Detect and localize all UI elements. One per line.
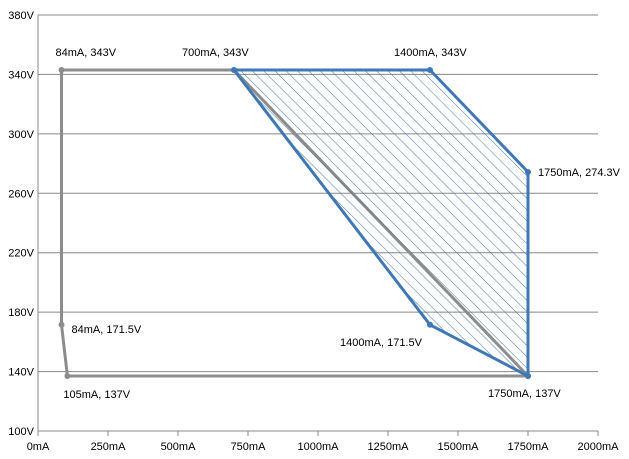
y-tick-label: 260V xyxy=(8,188,34,200)
series-line-hatched-area xyxy=(232,68,530,378)
x-tick-label: 500mA xyxy=(161,441,197,453)
y-tick-label: 220V xyxy=(8,248,34,260)
x-tick-label: 1750mA xyxy=(508,441,550,453)
x-tick-label: 0mA xyxy=(27,441,50,453)
series xyxy=(58,66,531,380)
x-tick-label: 1250mA xyxy=(368,441,410,453)
data-point xyxy=(525,169,531,176)
data-label: 1750mA, 274.3V xyxy=(538,167,621,179)
y-tick-label: 140V xyxy=(8,367,34,379)
axes: 100V 140V 180V 220V 260V 300V 340V 380V 0mA 250mA… xyxy=(8,10,619,453)
x-tick-label: 1000mA xyxy=(298,441,340,453)
data-label: 1400mA, 343V xyxy=(394,47,467,59)
y-tick-label: 180V xyxy=(8,307,34,319)
data-label: 1400mA, 171.5V xyxy=(340,337,423,349)
data-label: 700mA, 343V xyxy=(182,47,249,59)
data-point xyxy=(427,321,433,328)
series-line-outline xyxy=(60,68,530,378)
y-tick-label: 100V xyxy=(8,426,34,438)
data-point xyxy=(58,66,65,73)
data-label: 84mA, 171.5V xyxy=(72,324,142,336)
data-labels: 84mA, 343V 700mA, 343V 1400mA, 343V 1750mA,… xyxy=(56,47,621,401)
x-tick-label: 250mA xyxy=(91,441,127,453)
data-label: 105mA, 137V xyxy=(63,389,130,401)
data-point xyxy=(427,66,433,73)
data-point xyxy=(64,373,71,380)
data-point xyxy=(231,66,237,73)
x-tick-label: 750mA xyxy=(231,441,267,453)
y-tick-label: 380V xyxy=(8,10,34,22)
data-point xyxy=(525,373,531,380)
y-tick-label: 300V xyxy=(8,129,34,141)
data-label: 84mA, 343V xyxy=(56,47,117,59)
data-point xyxy=(58,321,65,328)
x-tick-label: 1500mA xyxy=(438,441,480,453)
y-tick-label: 340V xyxy=(8,69,34,81)
data-label: 1750mA, 137V xyxy=(488,388,561,400)
x-tick-label: 2000mA xyxy=(578,441,620,453)
